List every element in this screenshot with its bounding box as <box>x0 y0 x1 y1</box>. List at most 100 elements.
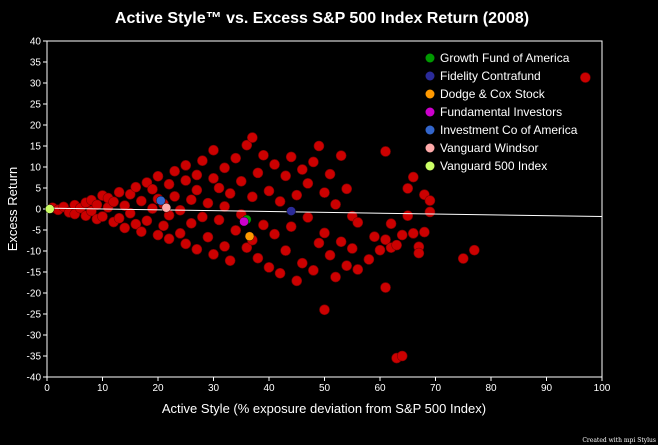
legend-marker <box>425 161 435 171</box>
universe-point <box>285 221 297 232</box>
universe-point <box>113 186 125 198</box>
trend-line <box>46 207 603 218</box>
universe-point <box>413 247 425 259</box>
universe-point <box>308 156 319 168</box>
universe-point <box>230 225 241 236</box>
universe-point <box>247 132 258 143</box>
universe-point <box>396 350 408 362</box>
fund-point <box>156 195 166 206</box>
universe-point <box>341 183 353 195</box>
universe-point <box>130 181 142 193</box>
x-tick-label: 60 <box>374 383 386 394</box>
universe-point <box>274 267 286 279</box>
universe-point <box>302 178 314 189</box>
universe-point <box>197 211 208 223</box>
universe-point <box>269 159 280 170</box>
universe-point <box>180 238 192 250</box>
x-tick-label: 80 <box>485 383 497 394</box>
universe-point <box>186 217 197 229</box>
y-tick-label: -15 <box>27 268 42 279</box>
x-tick-label: 70 <box>430 383 442 394</box>
universe-point <box>169 165 180 177</box>
y-tick-label: -10 <box>27 247 42 258</box>
universe-point <box>180 175 192 186</box>
universe-point <box>186 194 197 206</box>
universe-point <box>402 210 414 222</box>
universe-point <box>396 229 408 241</box>
universe-point <box>296 257 308 269</box>
universe-point <box>191 184 203 196</box>
universe-point <box>291 189 303 201</box>
x-tick-label: 50 <box>319 383 331 394</box>
universe-point <box>219 241 230 252</box>
legend-label: Investment Co of America <box>440 123 578 137</box>
universe-point <box>124 189 136 200</box>
universe-point <box>385 218 397 229</box>
universe-point <box>313 140 325 152</box>
universe-point <box>402 183 414 194</box>
universe-point <box>352 217 364 228</box>
universe-point <box>258 219 269 231</box>
universe-points <box>47 72 591 364</box>
y-tick-label: 5 <box>35 184 41 195</box>
universe-point <box>163 233 175 245</box>
universe-point <box>219 162 230 174</box>
universe-point <box>169 191 180 202</box>
universe-point <box>380 234 391 245</box>
universe-point <box>235 175 247 187</box>
y-tick-label: 15 <box>30 142 42 153</box>
universe-point <box>136 195 147 207</box>
universe-point <box>224 255 236 266</box>
x-tick-label: 90 <box>541 383 553 394</box>
universe-point <box>330 271 341 283</box>
legend-marker <box>425 107 435 117</box>
universe-point <box>208 249 219 260</box>
universe-point <box>324 249 336 261</box>
y-tick-label: 20 <box>30 121 42 132</box>
y-tick-label: -35 <box>27 352 42 363</box>
legend: Growth Fund of America Fidelity Contrafun… <box>425 51 578 173</box>
universe-point <box>219 201 230 212</box>
universe-point <box>269 228 280 240</box>
universe-point <box>208 144 219 156</box>
x-tick-label: 40 <box>263 383 275 394</box>
fund-point <box>286 206 296 216</box>
universe-point <box>208 173 219 184</box>
y-axis-ticks: 40 35 30 25 20 15 10 5 0 -5 -10 -15 -20 -25 -30 -35 -40 <box>27 37 47 384</box>
universe-point <box>174 228 186 239</box>
universe-point <box>407 228 419 239</box>
universe-point <box>380 146 391 157</box>
y-tick-label: -30 <box>27 331 42 342</box>
universe-point <box>319 304 330 316</box>
fund-points <box>45 195 296 242</box>
universe-point <box>202 197 214 209</box>
universe-point <box>369 231 380 243</box>
universe-point <box>313 237 325 249</box>
legend-marker <box>425 89 435 99</box>
universe-point <box>274 196 286 207</box>
fund-point <box>45 204 55 214</box>
legend-label: Fidelity Contrafund <box>440 69 541 83</box>
y-tick-label: 10 <box>30 163 42 174</box>
y-tick-label: 35 <box>30 58 42 69</box>
legend-label: Vanguard Windsor <box>440 141 539 155</box>
universe-point <box>424 206 436 218</box>
x-axis-ticks: 0 10 20 30 40 50 60 70 80 90 100 <box>44 377 611 394</box>
universe-point <box>407 171 419 183</box>
universe-point <box>97 211 108 222</box>
universe-point <box>191 244 203 255</box>
y-tick-label: 40 <box>30 37 42 48</box>
universe-point <box>319 187 330 198</box>
universe-point <box>202 231 214 243</box>
universe-point <box>119 222 130 234</box>
universe-point <box>136 226 147 237</box>
universe-point <box>147 183 158 195</box>
universe-point <box>285 151 297 163</box>
universe-point <box>241 139 253 151</box>
universe-point <box>224 188 236 199</box>
universe-point <box>141 215 153 227</box>
universe-point <box>191 169 203 181</box>
y-tick-label: -25 <box>27 310 42 321</box>
universe-point <box>280 245 291 256</box>
universe-point <box>380 282 391 293</box>
